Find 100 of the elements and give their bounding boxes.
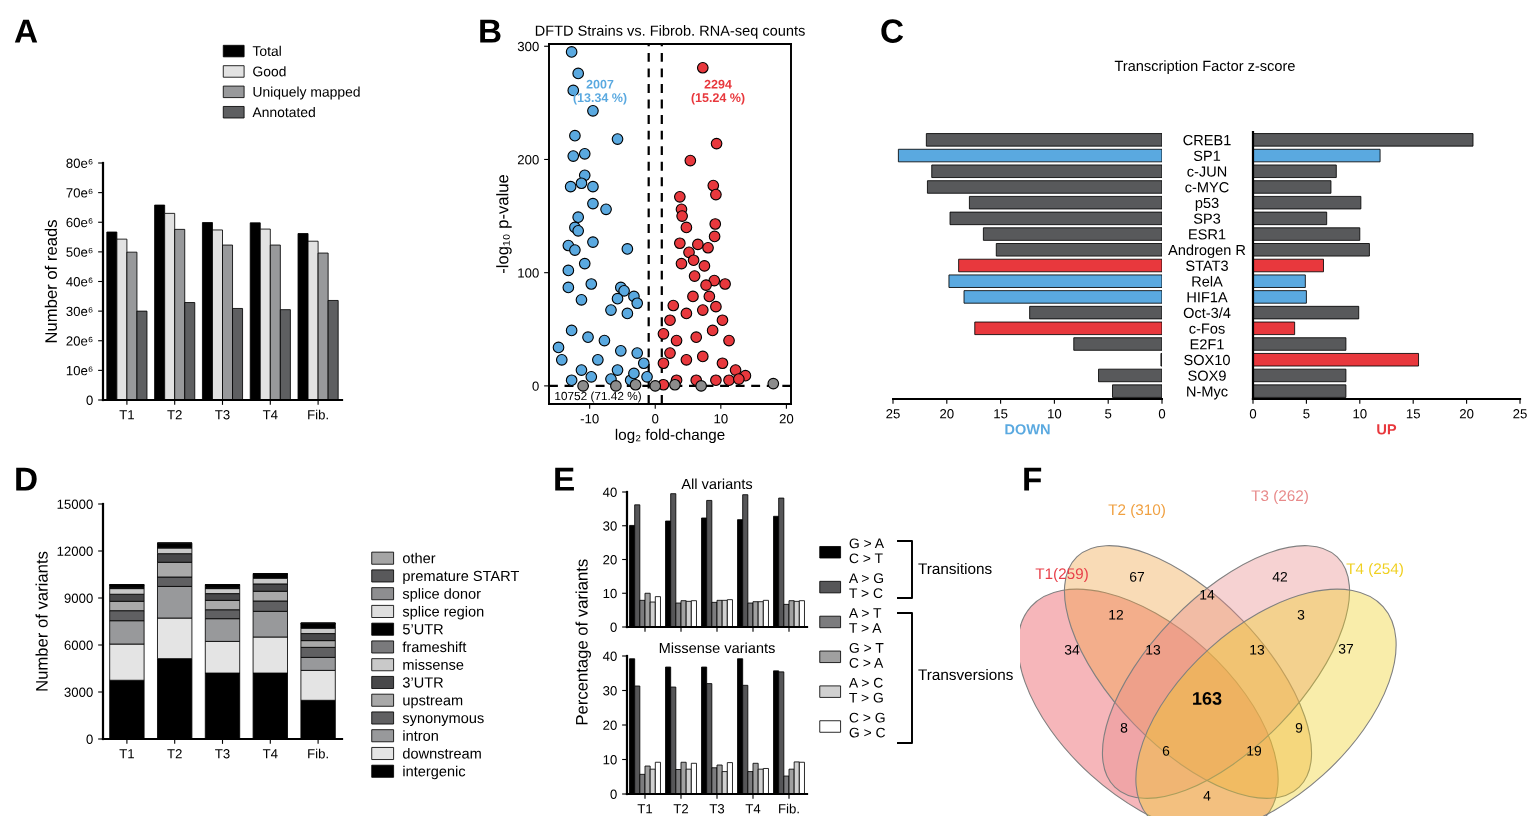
y-tick-label: c-Fos (1189, 323, 1225, 334)
x-tick-label: 20 (1459, 409, 1474, 419)
x-tick-label: 15 (1406, 409, 1420, 419)
y-tick-label: 12000 (57, 546, 93, 556)
legend-label: splice donor (402, 588, 481, 602)
x-tick-label: T1 (119, 749, 134, 759)
x-tick-label: 10 (1048, 409, 1062, 419)
x-tick-label: T1 (637, 804, 653, 814)
x-tick-label: T3 (215, 749, 230, 759)
x-tick-label: 0 (1249, 409, 1257, 419)
x-tick-label: Fib. (308, 409, 328, 420)
x-tick-label: 10 (1353, 409, 1367, 419)
legend-label: 3’UTR (402, 677, 443, 688)
y-tick-label: 30 (603, 686, 617, 696)
legend-label: intergenic (403, 765, 466, 780)
text: 3 (1297, 609, 1305, 620)
legend-label: 5’UTR (402, 624, 443, 635)
y-tick-label: 80e⁶ (66, 158, 93, 168)
legend-label: C > G G > C (849, 712, 886, 738)
x-tick-label: 10 (714, 414, 728, 424)
chart-title: Transcription Factor z-score (1114, 60, 1295, 74)
y-tick-label: N-Myc (1187, 386, 1228, 400)
y-tick-label: 10e⁶ (66, 365, 93, 376)
x-tick-label: T2 (673, 804, 689, 814)
legend-label: frameshift (402, 641, 467, 653)
x-tick-label: Fib. (779, 803, 799, 814)
text: F (1024, 467, 1042, 491)
y-tick-label: 6000 (64, 640, 93, 650)
x-tick-label: 5 (1303, 409, 1310, 419)
y-tick-label: SOX9 (1188, 370, 1226, 381)
y-tick-label: 3000 (64, 687, 93, 697)
chart-title: Missense variants (659, 642, 775, 654)
legend-label: G > T C > A (849, 642, 884, 668)
x-tick-label: T4 (262, 410, 278, 420)
legend-label: synonymous (402, 715, 484, 727)
legend-label: other (402, 552, 436, 564)
x-tick-label: T2 (167, 749, 182, 759)
text: Transitions (918, 562, 992, 575)
legend-label: premature START (403, 570, 520, 584)
x-tick-label: -10 (580, 414, 599, 424)
y-tick-label: E2F1 (1190, 339, 1224, 350)
text: C (881, 19, 904, 43)
y-tick-label: 20 (603, 555, 617, 565)
y-tick-label: 10 (603, 588, 617, 599)
legend-label: A > C T > G (848, 677, 883, 703)
x-tick-label: 25 (886, 409, 900, 419)
x-tick-label: 15 (994, 409, 1008, 419)
text: 13 (1250, 644, 1265, 655)
y-tick-label: HIF1A (1187, 292, 1228, 303)
annotation: 10752 (71.42 %) (555, 391, 641, 403)
x-tick-label: T2 (167, 410, 182, 420)
x-tick-label: 20 (940, 409, 954, 419)
legend-label: Good (253, 66, 286, 77)
y-tick-label: 40 (602, 487, 617, 497)
y-axis-title: Percentage of variants (575, 559, 591, 725)
legend-label: downstream (402, 747, 481, 759)
y-tick-label: 100 (518, 268, 539, 278)
y-tick-label: 0 (86, 734, 93, 744)
text: 34 (1064, 644, 1080, 655)
x-tick-label: T4 (262, 749, 278, 759)
y-tick-label: STAT3 (1186, 260, 1228, 271)
text: 9 (1295, 722, 1303, 733)
text: B (480, 19, 501, 43)
x-axis-title: DOWN (1005, 424, 1050, 435)
y-tick-label: ESR1 (1189, 229, 1226, 240)
legend-label: splice region (402, 605, 484, 620)
annotation: 2294 (15.24 %) (691, 79, 745, 105)
y-tick-label: 0 (610, 622, 617, 632)
annotation: 2007 (13.34 %) (573, 79, 627, 105)
y-axis-title: Number of variants (35, 551, 48, 691)
legend-label: upstream (403, 695, 463, 709)
y-tick-label: 40 (602, 651, 617, 661)
y-axis-title: Number of reads (44, 220, 57, 343)
legend-label: Total (252, 45, 281, 57)
text: 19 (1247, 745, 1262, 756)
text: 67 (1129, 571, 1145, 582)
legend-label: Annotated (252, 106, 315, 118)
text: 13 (1146, 644, 1161, 655)
y-tick-label: 30e⁶ (66, 306, 93, 317)
y-tick-label: 20e⁶ (66, 336, 93, 346)
y-tick-label: 50e⁶ (66, 247, 93, 257)
legend-label: A > T T > A (848, 608, 882, 633)
y-tick-label: 200 (517, 155, 539, 165)
y-tick-label: c-JUN (1187, 166, 1227, 177)
legend-label: G > A C > T (849, 538, 885, 564)
y-tick-label: p53 (1195, 197, 1219, 211)
x-tick-label: 0 (1158, 409, 1166, 419)
x-axis-title: UP (1377, 424, 1397, 435)
legend-label: Uniquely mapped (253, 86, 360, 100)
x-tick-label: T3 (215, 410, 230, 420)
text: Transversions (918, 668, 1013, 681)
text: E (555, 467, 574, 491)
y-tick-label: 40e⁶ (66, 277, 93, 287)
y-tick-label: SOX10 (1184, 354, 1230, 366)
text: 14 (1200, 590, 1215, 600)
legend-label: T4 (254) (1346, 562, 1403, 578)
legend-label: T3 (262) (1251, 489, 1308, 505)
y-tick-label: 60e⁶ (66, 217, 93, 228)
x-axis-title: log₂ fold-change (615, 428, 725, 444)
text: 42 (1272, 571, 1288, 582)
